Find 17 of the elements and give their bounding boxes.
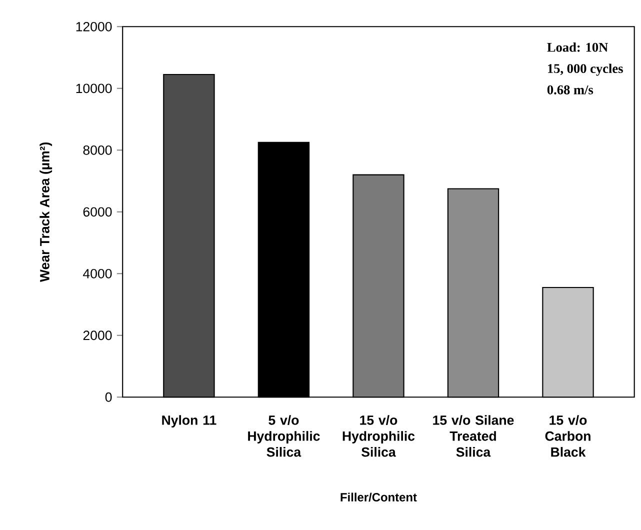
x-tick-label: Nylon 11 [162, 414, 216, 428]
y-tick-label: 12000 [76, 22, 112, 32]
y-tick-label: 0 [105, 392, 112, 402]
y-axis-title: Wear Track Area (µm²) [40, 142, 52, 282]
x-tick-label: 5 v/o Hydrophilic Silica [248, 414, 320, 457]
y-tick-label: 6000 [83, 207, 112, 216]
x-tick-label: 15 v/o Hydrophilic Silica [342, 414, 415, 457]
y-tick-label: 10000 [76, 84, 112, 93]
x-axis-title: Filler/Content [340, 492, 417, 502]
y-tick-label: 8000 [83, 145, 112, 155]
annotation: 0.68 m/s [547, 85, 594, 94]
annotation: Load: 10N [547, 42, 608, 52]
y-tick-label: 2000 [83, 330, 112, 340]
annotation: 15, 000 cycles [548, 64, 623, 76]
x-tick-label: 15 v/o Carbon Black [545, 414, 590, 457]
x-tick-label: 15 v/o Silane Treated Silica [433, 414, 514, 457]
y-tick-label: 4000 [83, 268, 112, 278]
